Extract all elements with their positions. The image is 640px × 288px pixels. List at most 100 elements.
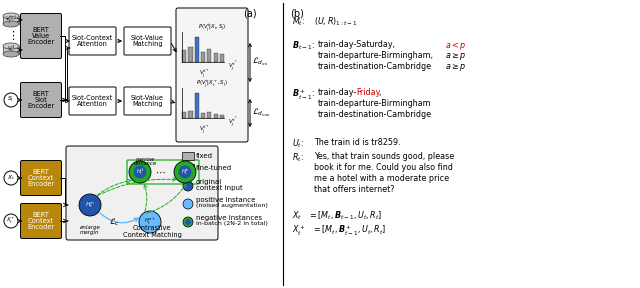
Circle shape [139, 211, 161, 233]
Text: Slot-Context: Slot-Context [72, 95, 113, 101]
Text: $H_t^k$: $H_t^k$ [180, 166, 189, 177]
Text: BERT: BERT [33, 91, 49, 97]
Text: Attention: Attention [77, 101, 108, 107]
Circle shape [178, 165, 192, 179]
FancyBboxPatch shape [69, 27, 116, 55]
Text: $V_j^{t^*}$: $V_j^{t^*}$ [228, 116, 237, 130]
Text: $\mathcal{L}_{d_{nos}}$: $\mathcal{L}_{d_{nos}}$ [252, 107, 271, 119]
Text: $V_j^{t^+}$: $V_j^{t^+}$ [199, 123, 209, 136]
Text: train-destination-Cambridge: train-destination-Cambridge [318, 62, 432, 71]
Text: $H_t^1$: $H_t^1$ [136, 166, 144, 177]
Bar [195, 93, 199, 118]
Bar [188, 48, 193, 62]
Text: Encoder: Encoder [28, 181, 54, 187]
Text: train-destination-Cambridge: train-destination-Cambridge [318, 110, 432, 119]
Bar [182, 152, 194, 160]
Text: narrow: narrow [136, 157, 155, 162]
Text: Slot-Value: Slot-Value [131, 35, 164, 41]
Text: train-departure-Birmingham,: train-departure-Birmingham, [318, 51, 434, 60]
FancyBboxPatch shape [124, 87, 171, 115]
Text: Value: Value [32, 33, 50, 39]
Text: $V_j^1$: $V_j^1$ [7, 44, 15, 56]
Text: $=[M_t, \boldsymbol{B}_{t-1}, U_t, R_t]$: $=[M_t, \boldsymbol{B}_{t-1}, U_t, R_t]$ [308, 210, 383, 223]
Text: Slot: Slot [35, 97, 47, 103]
FancyBboxPatch shape [66, 146, 218, 240]
Text: Encoder: Encoder [28, 39, 54, 45]
Bar [220, 115, 224, 118]
Text: $H_t^{n+}$: $H_t^{n+}$ [144, 217, 156, 227]
Text: Matching: Matching [132, 41, 163, 47]
Text: $=[M_t, \boldsymbol{B}^+_{t-1}, U_t, R_t]$: $=[M_t, \boldsymbol{B}^+_{t-1}, U_t, R_t… [312, 224, 387, 238]
Ellipse shape [3, 13, 19, 19]
Text: $V_j^{t^*}$: $V_j^{t^*}$ [228, 60, 237, 74]
Text: $S_j$: $S_j$ [8, 95, 15, 105]
Text: fixed: fixed [196, 153, 213, 159]
Text: me a hotel with a moderate price: me a hotel with a moderate price [314, 174, 449, 183]
Text: $X_t$: $X_t$ [292, 210, 302, 223]
FancyBboxPatch shape [20, 82, 61, 118]
Text: Encoder: Encoder [28, 103, 54, 109]
Text: $X_t^+$: $X_t^+$ [292, 224, 306, 238]
Text: ,: , [378, 88, 380, 97]
Circle shape [133, 165, 147, 179]
Text: $\boldsymbol{B}_{t-1}$:: $\boldsymbol{B}_{t-1}$: [292, 40, 315, 52]
Text: (a): (a) [243, 8, 257, 18]
Text: $(U,R)_{1:t-1}$: $(U,R)_{1:t-1}$ [314, 15, 358, 27]
Text: $X_t$: $X_t$ [7, 174, 15, 183]
FancyBboxPatch shape [20, 160, 61, 196]
Text: The train id is tr8259.: The train id is tr8259. [314, 138, 401, 147]
Text: Contrastive
Context Matching: Contrastive Context Matching [123, 226, 181, 238]
Bar [188, 111, 193, 118]
Text: negative instances: negative instances [196, 215, 262, 221]
Ellipse shape [3, 21, 19, 27]
Circle shape [4, 214, 18, 228]
Text: BERT: BERT [33, 212, 49, 218]
Text: (noised augmentation): (noised augmentation) [196, 204, 268, 209]
Text: enlarge: enlarge [79, 225, 100, 230]
Text: $V_j^{t^+}$: $V_j^{t^+}$ [199, 67, 209, 80]
Text: Context: Context [28, 218, 54, 224]
Text: original: original [196, 179, 222, 185]
Text: train-day-Saturday,: train-day-Saturday, [318, 40, 396, 49]
FancyBboxPatch shape [69, 87, 116, 115]
Circle shape [183, 199, 193, 209]
Circle shape [183, 181, 193, 191]
Bar [214, 53, 218, 62]
Text: $M_t$:: $M_t$: [292, 15, 305, 27]
Text: $\mathcal{L}_c$: $\mathcal{L}_c$ [109, 216, 120, 228]
Bar [182, 50, 186, 62]
Bar [182, 164, 194, 172]
Text: positive instance: positive instance [196, 197, 255, 203]
Text: Yes, that train sounds good, please: Yes, that train sounds good, please [314, 152, 454, 161]
Circle shape [129, 161, 151, 183]
Text: (b): (b) [290, 8, 304, 18]
Text: $R_t$:: $R_t$: [292, 152, 303, 164]
Text: Attention: Attention [77, 41, 108, 47]
Bar [3, 46, 19, 54]
Text: $U_t$:: $U_t$: [292, 138, 304, 151]
Text: train-departure-Birmingham: train-departure-Birmingham [318, 99, 431, 108]
FancyBboxPatch shape [20, 204, 61, 238]
Text: Friday: Friday [356, 88, 380, 97]
Text: $a \geq p$: $a \geq p$ [445, 62, 467, 73]
Circle shape [4, 171, 18, 185]
Circle shape [185, 219, 191, 225]
Text: $P(V_j^t|X_t^+,S_j)$: $P(V_j^t|X_t^+,S_j)$ [196, 78, 228, 90]
Text: train-day-: train-day- [318, 88, 357, 97]
Bar [207, 112, 211, 118]
Bar [220, 54, 224, 62]
Text: $\cdots$: $\cdots$ [155, 167, 165, 177]
Bar [207, 50, 211, 62]
Circle shape [174, 161, 196, 183]
FancyBboxPatch shape [176, 8, 248, 142]
Circle shape [79, 194, 101, 216]
Bar [3, 16, 19, 24]
Bar [195, 37, 199, 62]
Ellipse shape [3, 43, 19, 49]
Circle shape [4, 93, 18, 107]
FancyBboxPatch shape [20, 14, 61, 58]
Text: $a \geq p$: $a \geq p$ [445, 51, 467, 62]
Text: book it for me. Could you also find: book it for me. Could you also find [314, 163, 453, 172]
Text: context input: context input [196, 185, 243, 191]
Text: $V_j^{(m)}$: $V_j^{(m)}$ [4, 14, 17, 26]
